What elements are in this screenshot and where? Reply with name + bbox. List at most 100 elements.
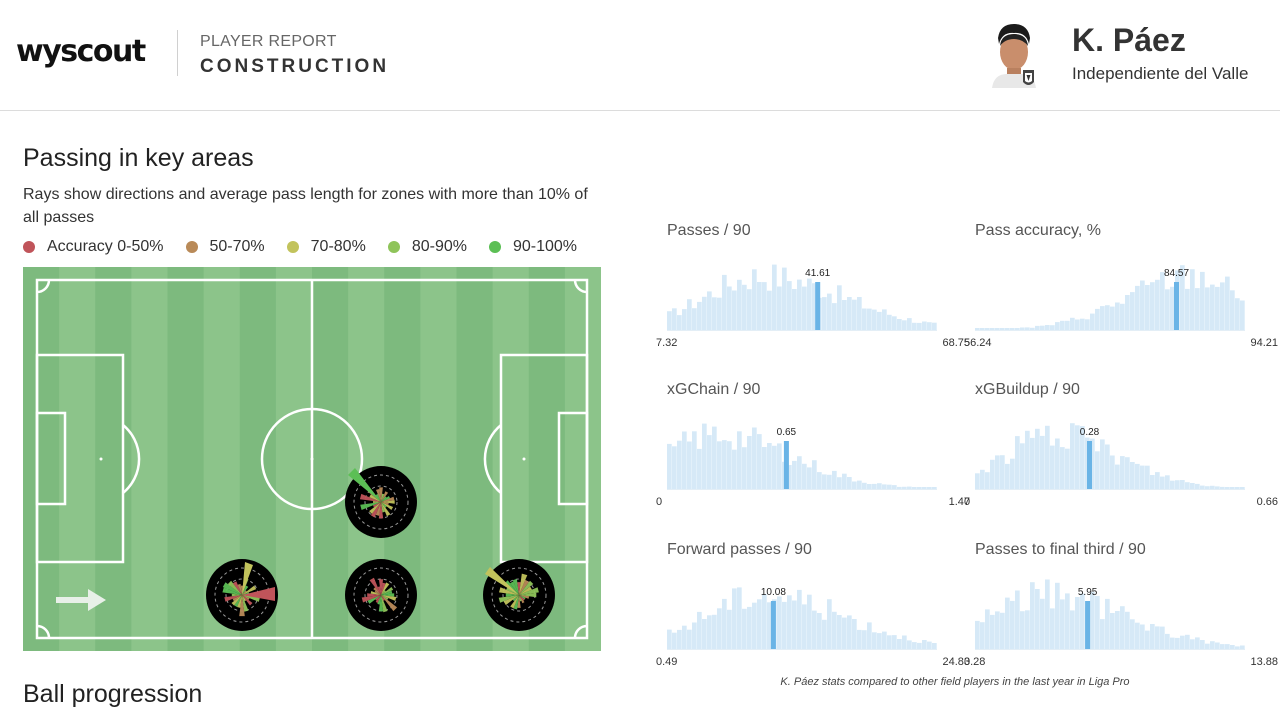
histogram-bar: [807, 467, 812, 489]
histogram-bar: [737, 279, 742, 330]
histogram-bar: [877, 633, 882, 649]
histogram-bar: [732, 449, 737, 489]
pass-ray: [242, 592, 250, 595]
player-team: Independiente del Valle: [1072, 64, 1249, 83]
legend-dot-icon: [387, 241, 400, 253]
metric-histogram: 5.95: [975, 579, 1245, 650]
histogram-bar: [995, 455, 1000, 489]
histogram-bar: [737, 587, 742, 649]
pass-ray: [377, 595, 381, 605]
histogram-bar: [757, 434, 762, 489]
histogram-bar: [1170, 637, 1175, 649]
histogram-bar: [932, 643, 937, 649]
histogram-bar: [927, 322, 932, 330]
legend-item: 70-80%: [286, 238, 366, 256]
histogram-bar: [1130, 462, 1135, 489]
histogram-bar: [1140, 465, 1145, 489]
pitch-stripe: [564, 267, 601, 651]
histogram-bar: [872, 632, 877, 649]
legend-dot-icon: [286, 241, 299, 253]
pitch-stripe: [23, 267, 60, 651]
pass-ray: [517, 582, 521, 595]
pass-ray: [519, 587, 539, 595]
histogram-bar: [1100, 306, 1105, 330]
histogram-bar: [792, 460, 797, 489]
pass-ray: [381, 590, 386, 595]
legend-label: 70-80%: [310, 238, 366, 255]
histogram-bar: [827, 474, 832, 489]
histogram-bar: [1035, 589, 1040, 649]
histogram-bar: [912, 322, 917, 330]
histogram-bar: [1010, 328, 1015, 330]
pass-ray: [378, 595, 384, 612]
histogram-bar: [1155, 472, 1160, 489]
histogram-bar: [682, 625, 687, 649]
pass-ray: [519, 595, 525, 604]
pass-ray: [374, 590, 381, 595]
histogram-bar: [732, 588, 737, 649]
histogram-bar: [697, 448, 702, 489]
histogram-bar: [882, 631, 887, 649]
pass-ray: [231, 595, 242, 606]
histogram-bar: [1155, 279, 1160, 330]
histogram-bar: [1135, 463, 1140, 489]
metric-max: 24.83: [942, 656, 970, 668]
pass-ray: [372, 502, 381, 508]
histogram-bar: [822, 474, 827, 489]
histogram-bar: [1005, 463, 1010, 489]
pass-ray: [519, 579, 529, 595]
histogram-bar: [1165, 289, 1170, 330]
pass-ray: [375, 493, 381, 502]
histogram-bar: [757, 282, 762, 330]
histogram-bar: [707, 291, 712, 330]
histogram-bar: [1010, 600, 1015, 649]
histogram-bar: [927, 641, 932, 649]
metric-min: 56.24: [964, 337, 992, 349]
histogram-bar: [1095, 595, 1100, 649]
histogram-bar: [1145, 285, 1150, 330]
histogram-bar: [832, 611, 837, 649]
metric-pass-accuracy: Pass accuracy, % 84.57 56.24 94.21: [964, 222, 1278, 362]
histogram-bar: [1055, 438, 1060, 489]
pass-ray: [237, 595, 242, 608]
metric-label: Pass accuracy, %: [975, 222, 1101, 239]
histogram-bar: [922, 321, 927, 330]
histogram-bar: [1235, 646, 1240, 649]
histogram-bar: [1125, 295, 1130, 330]
histogram-bar: [1050, 325, 1055, 330]
wyscout-logo[interactable]: wyscout: [16, 34, 146, 69]
metric-label: Passes to final third / 90: [975, 541, 1146, 558]
pass-ray: [376, 489, 381, 502]
histogram-bar: [1045, 325, 1050, 330]
histogram-bar: [1015, 328, 1020, 330]
histogram-bar: [1210, 641, 1215, 649]
histogram-bar: [677, 440, 682, 489]
pass-ray: [242, 585, 257, 595]
histogram-bar: [862, 308, 867, 330]
histogram-bar: [1010, 458, 1015, 489]
histogram-bar: [1130, 292, 1135, 330]
histogram-bar: [1180, 265, 1185, 330]
histogram-bar: [990, 328, 995, 330]
legend-label: Accuracy 0-50%: [47, 238, 164, 255]
player-value-label: 0.28: [1080, 427, 1100, 438]
metric-label: xGBuildup / 90: [975, 381, 1080, 398]
histogram-bar: [827, 599, 832, 649]
pass-ray: [510, 581, 519, 595]
metric-passes-final-third: Passes to final third / 90 5.95 0.28 13.…: [964, 541, 1278, 681]
pass-ray: [378, 502, 384, 519]
histogram-bar: [677, 629, 682, 649]
pass-ray: [242, 595, 260, 602]
histogram-bar: [1060, 599, 1065, 649]
histogram-bar: [702, 296, 707, 330]
histogram-bar: [767, 602, 772, 649]
section-title: Passing in key areas: [23, 144, 254, 172]
histogram-bar: [672, 632, 677, 649]
pass-ray: [381, 493, 385, 502]
histogram-bar: [767, 290, 772, 330]
histogram-bar: [772, 264, 777, 330]
histogram-bar: [842, 473, 847, 489]
pass-ray: [503, 595, 519, 606]
pass-ray: [499, 587, 519, 595]
pass-ray: [367, 593, 381, 597]
